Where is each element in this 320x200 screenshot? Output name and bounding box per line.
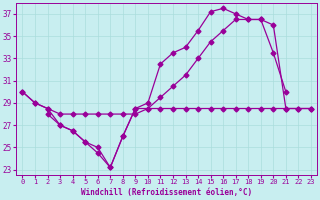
X-axis label: Windchill (Refroidissement éolien,°C): Windchill (Refroidissement éolien,°C): [81, 188, 252, 197]
